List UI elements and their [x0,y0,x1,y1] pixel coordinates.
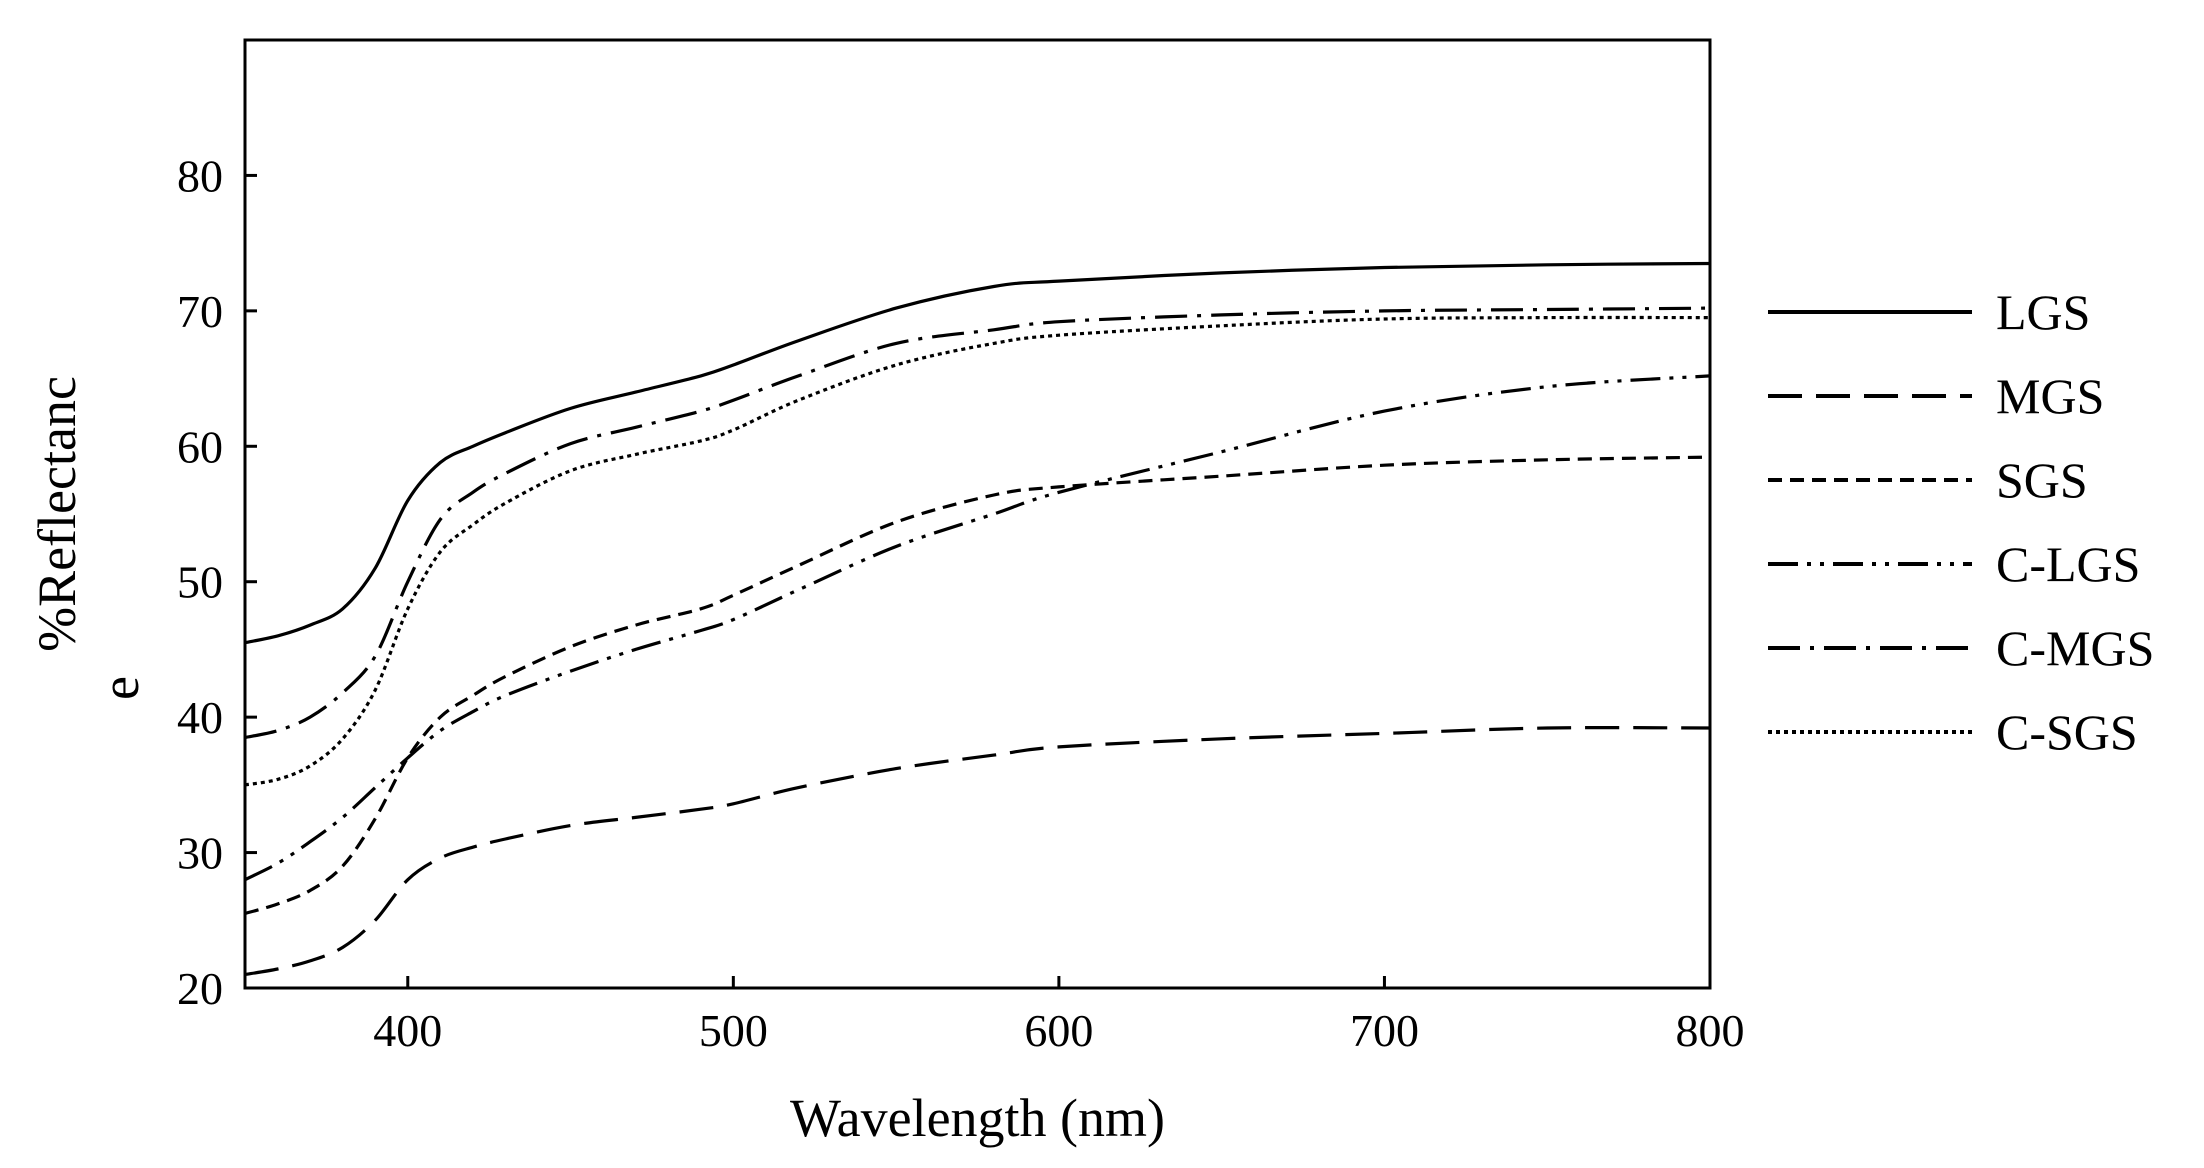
legend-label-c-sgs: C-SGS [1996,704,2138,760]
x-tick-label: 400 [373,1005,442,1056]
x-tick-label: 800 [1676,1005,1745,1056]
x-tick-label: 700 [1350,1005,1419,1056]
series-line-lgs [244,261,1711,645]
series-line-mgs [244,726,1711,977]
series-line-c-sgs [244,315,1711,787]
x-tick-label: 600 [1024,1005,1093,1056]
y-tick-label: 80 [177,150,223,201]
y-axis-title-continuation: e [90,676,150,700]
y-tick-label: 50 [177,557,223,608]
legend: LGS MGS SGS C-LGS C-MGS C-SGS [1768,284,2154,760]
series-line-sgs [244,455,1711,916]
series-line-c-lgs [244,374,1711,882]
y-tick-label: 70 [177,286,223,337]
legend-label-c-lgs: C-LGS [1996,536,2140,592]
plot-lines [244,261,1711,977]
series-line-c-mgs [244,306,1711,740]
plot-frame [243,38,1712,990]
y-tick-label: 20 [177,963,223,1014]
legend-label-mgs: MGS [1996,368,2104,424]
y-tick-label: 30 [177,828,223,879]
legend-label-sgs: SGS [1996,452,2088,508]
y-tick-label: 60 [177,421,223,472]
legend-label-lgs: LGS [1996,284,2090,340]
y-tick-label: 40 [177,692,223,743]
y-axis-title: %Reflectanc [27,376,87,652]
x-axis-title: Wavelength (nm) [790,1088,1165,1148]
x-tick-label: 500 [699,1005,768,1056]
axis-ticks: 400 500 600 700 800 20 30 40 50 60 70 80 [177,150,1745,1056]
legend-label-c-mgs: C-MGS [1996,620,2154,676]
